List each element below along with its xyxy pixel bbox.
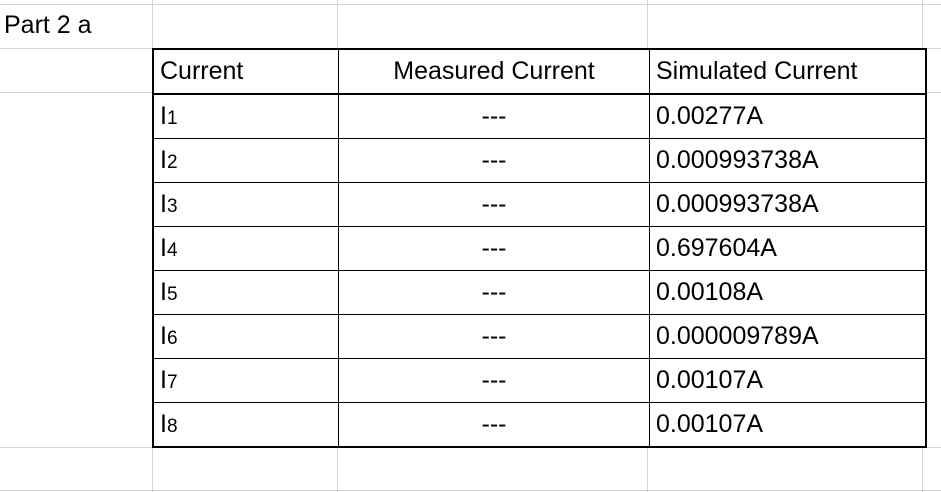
table-row: I5 --- 0.00108A <box>152 270 927 315</box>
table-row: I3 --- 0.000993738A <box>152 182 927 227</box>
sheet-heading[interactable]: Part 2 a <box>4 11 92 39</box>
simulated-cell[interactable]: 0.000993738A <box>649 138 927 183</box>
header-row: Current Measured Current Simulated Curre… <box>152 48 927 95</box>
current-label-cell[interactable]: I6 <box>152 314 339 359</box>
header-cell-simulated[interactable]: Simulated Current <box>649 48 927 95</box>
current-subscript: 7 <box>166 372 178 393</box>
table-row: I1 --- 0.00277A <box>152 93 927 139</box>
simulated-cell[interactable]: 0.00107A <box>649 402 927 448</box>
measured-cell[interactable]: --- <box>338 182 650 227</box>
measured-cell[interactable]: --- <box>338 93 650 139</box>
current-symbol: I <box>160 322 167 350</box>
table-row: I6 --- 0.000009789A <box>152 314 927 359</box>
table-row: I7 --- 0.00107A <box>152 358 927 403</box>
current-subscript: 6 <box>166 328 178 349</box>
table-row: I2 --- 0.000993738A <box>152 138 927 183</box>
current-subscript: 2 <box>166 152 178 173</box>
current-subscript: 8 <box>166 416 178 437</box>
current-symbol: I <box>160 146 167 174</box>
current-label-cell[interactable]: I7 <box>152 358 339 403</box>
current-subscript: 1 <box>166 108 178 129</box>
header-cell-measured[interactable]: Measured Current <box>338 48 650 95</box>
measured-cell[interactable]: --- <box>338 358 650 403</box>
measured-cell[interactable]: --- <box>338 402 650 448</box>
current-symbol: I <box>160 190 167 218</box>
measured-cell[interactable]: --- <box>338 314 650 359</box>
table-row: I4 --- 0.697604A <box>152 226 927 271</box>
current-label-cell[interactable]: I8 <box>152 402 339 448</box>
simulated-cell[interactable]: 0.697604A <box>649 226 927 271</box>
table-row: I8 --- 0.00107A <box>152 402 927 448</box>
measured-cell[interactable]: --- <box>338 226 650 271</box>
current-subscript: 4 <box>166 240 178 261</box>
current-symbol: I <box>160 366 167 394</box>
simulated-cell[interactable]: 0.00277A <box>649 93 927 139</box>
current-symbol: I <box>160 410 167 438</box>
current-label-cell[interactable]: I1 <box>152 93 339 139</box>
measured-cell[interactable]: --- <box>338 270 650 315</box>
gridline <box>0 490 941 491</box>
current-label-cell[interactable]: I2 <box>152 138 339 183</box>
gridline <box>0 4 941 5</box>
current-label-cell[interactable]: I4 <box>152 226 339 271</box>
simulated-cell[interactable]: 0.000009789A <box>649 314 927 359</box>
currents-table: Current Measured Current Simulated Curre… <box>152 48 927 448</box>
simulated-cell[interactable]: 0.000993738A <box>649 182 927 227</box>
header-cell-current[interactable]: Current <box>152 48 339 95</box>
current-subscript: 3 <box>166 196 178 217</box>
current-label-cell[interactable]: I5 <box>152 270 339 315</box>
current-label-cell[interactable]: I3 <box>152 182 339 227</box>
simulated-cell[interactable]: 0.00107A <box>649 358 927 403</box>
current-symbol: I <box>160 278 167 306</box>
current-symbol: I <box>160 102 167 130</box>
current-symbol: I <box>160 234 167 262</box>
current-subscript: 5 <box>166 284 178 305</box>
measured-cell[interactable]: --- <box>338 138 650 183</box>
simulated-cell[interactable]: 0.00108A <box>649 270 927 315</box>
